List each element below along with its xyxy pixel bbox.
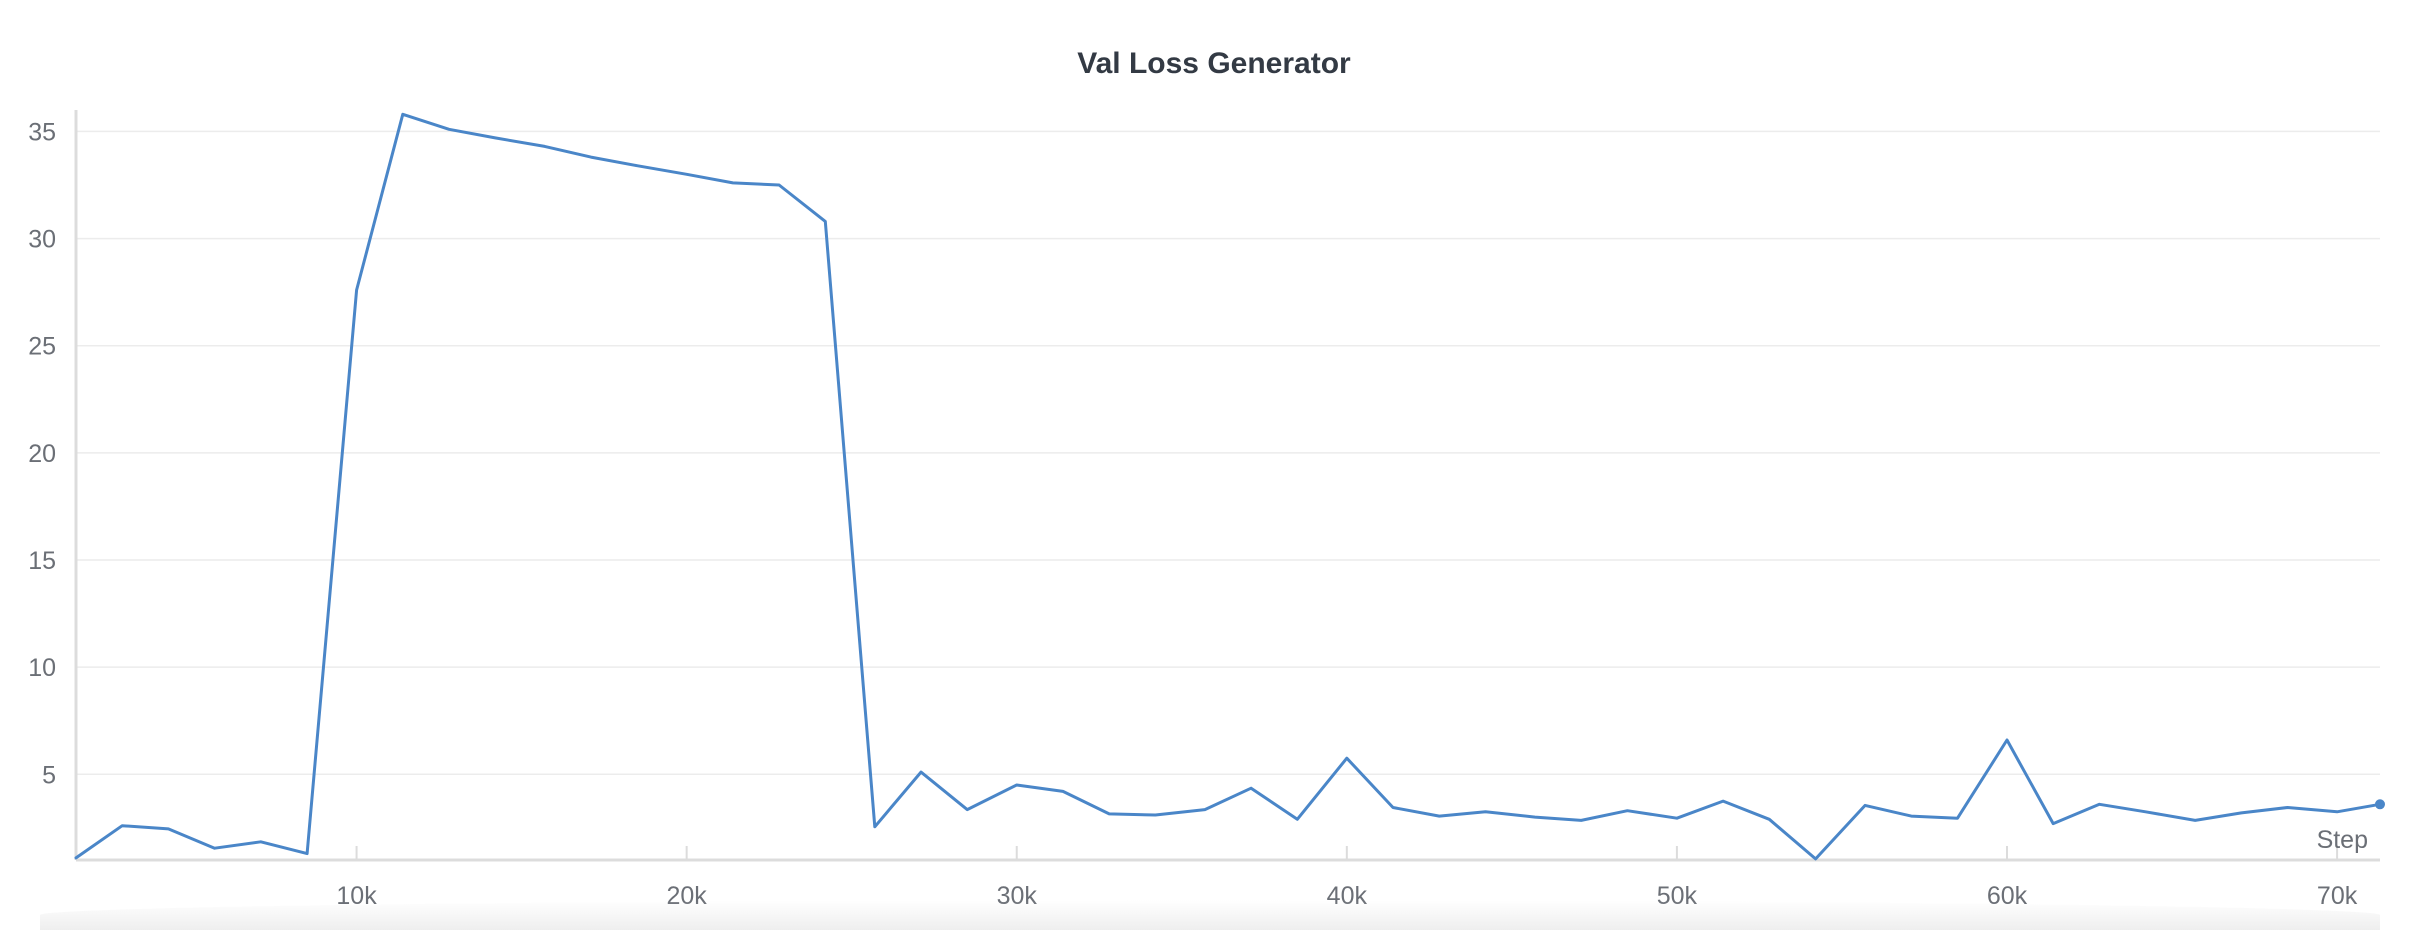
x-axis-label: Step	[2317, 826, 2368, 854]
y-tick-label: 10	[28, 654, 56, 682]
bottom-shadow	[40, 900, 2380, 930]
gridlines	[76, 130, 2380, 776]
y-tick-label: 15	[28, 547, 56, 575]
y-tick-label: 30	[28, 226, 56, 254]
axes	[74, 110, 2380, 862]
chart-title: Val Loss Generator	[1077, 47, 1351, 80]
x-tick-label: 70k	[2317, 882, 2358, 910]
y-tick-label: 5	[42, 761, 56, 789]
y-axis-ticks: 5 10 15 20 25 30 35	[28, 118, 56, 789]
y-tick-label: 35	[28, 118, 56, 146]
y-tick-label: 20	[28, 440, 56, 468]
series-group	[74, 112, 2385, 861]
series-last-point	[2375, 799, 2385, 810]
y-tick-label: 25	[28, 333, 56, 361]
series-line	[74, 112, 2382, 861]
